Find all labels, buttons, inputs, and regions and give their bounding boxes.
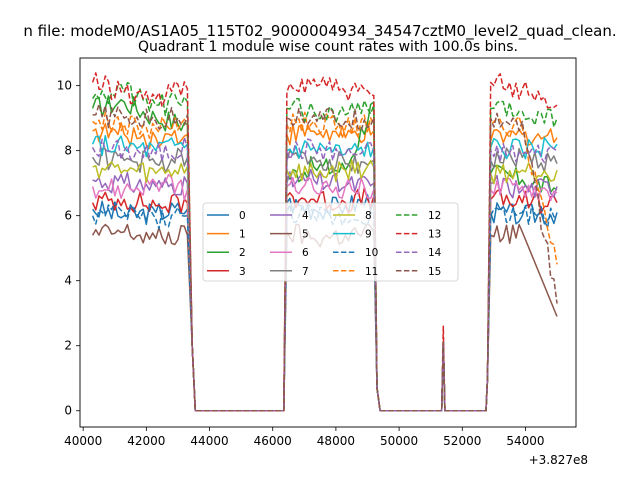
series-line-11 xyxy=(92,111,558,412)
x-tick-label: 40000 xyxy=(64,434,102,448)
y-tick-label: 0 xyxy=(64,404,72,418)
axes-frame xyxy=(79,57,577,428)
x-axis: 40000 42000 44000 46000 48000 50000 52000 54000 xyxy=(64,427,545,448)
legend-box xyxy=(202,202,459,282)
series-line-3 xyxy=(91,187,558,412)
legend-label-9: 9 xyxy=(365,229,372,241)
y-tick-label: 8 xyxy=(64,144,72,158)
series-line-15 xyxy=(92,103,558,412)
chart-title: Quadrant 1 module wise count rates with … xyxy=(138,39,518,55)
y-tick-label: 6 xyxy=(64,209,72,223)
legend-label-8: 8 xyxy=(365,210,372,222)
series-line-9 xyxy=(91,134,558,412)
legend-label-13: 13 xyxy=(428,229,441,241)
series-line-4 xyxy=(92,168,558,412)
figure-suptitle: n file: modeM0/AS1A05_115T02_9000004934_… xyxy=(23,22,616,41)
legend-label-10: 10 xyxy=(365,247,378,259)
legend-label-2: 2 xyxy=(239,247,246,259)
legend-label-5: 5 xyxy=(302,229,309,241)
x-tick-label: 42000 xyxy=(127,434,165,448)
legend-label-12: 12 xyxy=(428,210,441,222)
x-tick-label: 44000 xyxy=(190,434,228,448)
plot-area: 40000 42000 44000 46000 48000 50000 52000 54000… xyxy=(57,57,588,467)
series-line-7 xyxy=(91,147,558,412)
series-layer xyxy=(91,72,558,412)
legend-label-3: 3 xyxy=(239,266,246,278)
legend-label-1: 1 xyxy=(239,229,246,241)
legend-label-4: 4 xyxy=(302,210,309,222)
legend-label-7: 7 xyxy=(302,266,309,278)
x-tick-label: 54000 xyxy=(506,434,544,448)
x-tick-label: 52000 xyxy=(443,434,481,448)
y-tick-label: 2 xyxy=(64,339,72,353)
legend-label-6: 6 xyxy=(302,247,309,259)
y-axis: 0 2 4 6 8 10 xyxy=(57,79,80,418)
legend-label-11: 11 xyxy=(365,266,378,278)
series-line-13 xyxy=(91,72,558,412)
series-line-6 xyxy=(91,173,558,412)
x-tick-label: 46000 xyxy=(254,434,292,448)
series-line-14 xyxy=(91,136,558,412)
series-line-1 xyxy=(92,120,558,412)
legend-label-0: 0 xyxy=(239,210,246,222)
y-tick-label: 4 xyxy=(64,274,72,288)
legend-label-15: 15 xyxy=(428,266,441,278)
x-axis-offset-label: +3.827e8 xyxy=(529,453,588,467)
x-tick-label: 48000 xyxy=(317,434,355,448)
x-tick-label: 50000 xyxy=(380,434,418,448)
y-tick-label: 10 xyxy=(57,79,72,93)
legend-label-14: 14 xyxy=(428,247,442,259)
series-line-12 xyxy=(91,81,558,412)
series-line-8 xyxy=(92,159,558,412)
